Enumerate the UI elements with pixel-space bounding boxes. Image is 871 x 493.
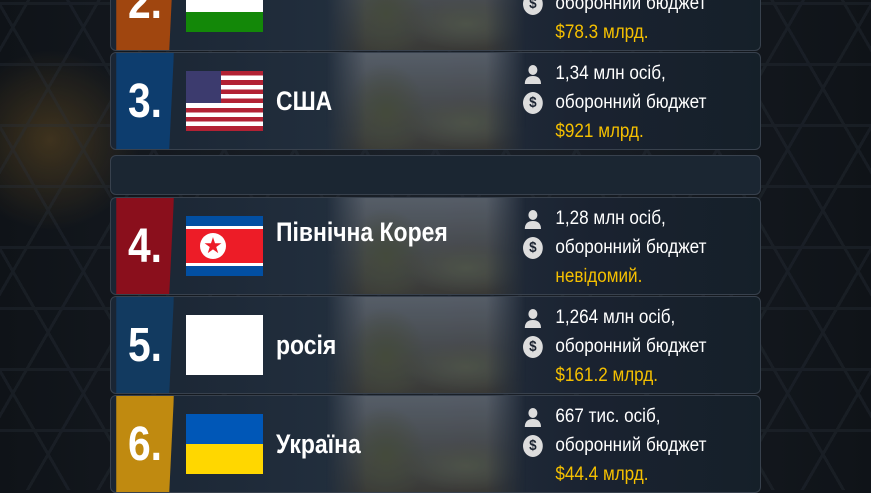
budget-line: $ оборонний бюджет	[523, 233, 706, 262]
soldier-image	[326, 198, 526, 294]
rank-badge: 6.	[116, 396, 174, 492]
rank-row: 2. Індія $оборонний бюджет $78.3 млрд.	[110, 0, 761, 51]
dollar-coin-icon: $	[523, 0, 543, 15]
person-icon	[523, 307, 543, 329]
soldier-image	[326, 297, 526, 393]
country-flag: ★	[186, 216, 263, 276]
budget-line: $ оборонний бюджет	[523, 0, 706, 18]
country-name: Україна	[276, 429, 361, 459]
personnel-count: 1,28 млн осіб,	[555, 207, 666, 229]
personnel-line: 1,34 млн осіб,	[523, 59, 706, 88]
personnel-line: 1,28 млн осіб,	[523, 204, 706, 233]
country-flag	[186, 414, 263, 474]
budget-value: невідомий.	[555, 265, 643, 287]
person-icon	[523, 208, 543, 230]
country-flag	[186, 315, 263, 375]
budget-line: $ оборонний бюджет	[523, 88, 706, 117]
dollar-coin-icon: $	[523, 335, 543, 358]
dollar-coin-icon: $	[523, 91, 543, 114]
soldier-image	[326, 0, 526, 50]
budget-label: оборонний бюджет	[555, 335, 707, 357]
stats: $ оборонний бюджет $78.3 млрд.	[523, 0, 706, 47]
country-flag	[186, 71, 263, 131]
budget-label: оборонний бюджет	[555, 236, 707, 258]
country-name: Північна Корея	[276, 217, 448, 247]
rank-row: 4. ★ Північна Корея 1,28 млн осіб, $ обор…	[110, 197, 761, 295]
budget-line: $ оборонний бюджет	[523, 332, 706, 361]
person-icon	[523, 63, 543, 85]
budget-line: $ оборонний бюджет	[523, 431, 706, 460]
ranking-list: 2. Індія $оборонний бюджет $78.3 млрд. 3…	[110, 0, 761, 493]
rank-row: 3. США 1,34 млн осіб, $ оборонний бюджет …	[110, 52, 761, 150]
personnel-count: 1,34 млн осіб,	[555, 62, 666, 84]
soldier-image	[326, 396, 526, 492]
soldier-image	[326, 53, 526, 149]
budget-label: оборонний бюджет	[555, 91, 707, 113]
stats: 667 тис. осіб, $ оборонний бюджет $44.4 м…	[523, 402, 706, 489]
rank-badge: 4.	[116, 198, 174, 294]
rank-badge: 2.	[116, 0, 174, 50]
rank-row: 6. Україна 667 тис. осіб, $ оборонний бюд…	[110, 395, 761, 493]
empty-row	[110, 155, 761, 195]
stats: 1,34 млн осіб, $ оборонний бюджет $921 мл…	[523, 59, 706, 146]
personnel-count: 667 тис. осіб,	[555, 405, 661, 427]
budget-value: $44.4 млрд.	[555, 463, 649, 485]
dollar-coin-icon: $	[523, 236, 543, 259]
budget-value: $78.3 млрд.	[555, 21, 649, 43]
personnel-line: 1,264 млн осіб,	[523, 303, 706, 332]
rank-badge: 5.	[116, 297, 174, 393]
rank-badge: 3.	[116, 53, 174, 149]
stats: 1,28 млн осіб, $ оборонний бюджет невідом…	[523, 204, 706, 291]
budget-label: оборонний бюджет	[555, 434, 707, 456]
budget-label: оборонний бюджет	[555, 0, 707, 14]
personnel-line: 667 тис. осіб,	[523, 402, 706, 431]
budget-value: $921 млрд.	[555, 120, 644, 142]
country-name: США	[276, 86, 333, 116]
personnel-count: 1,264 млн осіб,	[555, 306, 676, 328]
country-name: росія	[276, 330, 337, 360]
rank-row: 5. росія 1,264 млн осіб, $ оборонний бюдж…	[110, 296, 761, 394]
country-flag	[186, 0, 263, 32]
budget-value: $161.2 млрд.	[555, 364, 659, 386]
dollar-coin-icon: $	[523, 434, 543, 457]
stats: 1,264 млн осіб, $ оборонний бюджет $161.2…	[523, 303, 706, 390]
person-icon	[523, 406, 543, 428]
